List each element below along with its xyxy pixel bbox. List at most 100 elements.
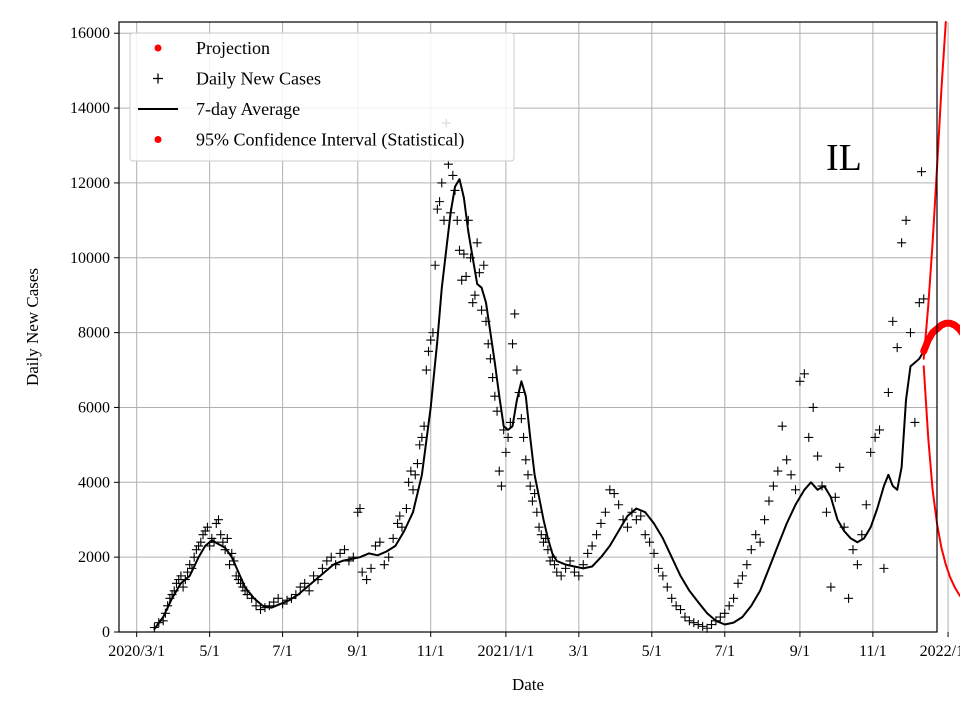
daily-case-point [503, 432, 513, 442]
daily-case-point [521, 455, 531, 465]
series-line-95-confidence-interval-statistical-lower [922, 365, 960, 598]
daily-case-point [905, 328, 915, 338]
daily-case-point [861, 500, 871, 510]
daily-case-point [773, 466, 783, 476]
y-tick-label: 4000 [78, 474, 110, 491]
daily-case-point [760, 515, 770, 525]
daily-case-point [574, 571, 584, 581]
daily-case-point [432, 204, 442, 214]
y-tick-label: 0 [102, 624, 110, 641]
daily-case-point [525, 481, 535, 491]
daily-case-point [463, 215, 473, 225]
legend-label: 7-day Average [196, 99, 300, 119]
daily-case-point [273, 593, 283, 603]
daily-case-point [225, 560, 235, 570]
daily-case-point [426, 335, 436, 345]
daily-case-point [914, 298, 924, 308]
daily-case-point [211, 518, 221, 528]
daily-case-point [649, 548, 659, 558]
legend: Projection Daily New Cases 7-day Average 95… [129, 32, 515, 162]
daily-case-point [737, 571, 747, 581]
daily-case-point [510, 309, 520, 319]
daily-case-point [804, 432, 814, 442]
daily-case-point [826, 582, 836, 592]
y-tick-label: 16000 [70, 25, 110, 42]
daily-case-point [892, 343, 902, 353]
x-axis-label: Date [512, 675, 544, 694]
daily-case-point [821, 507, 831, 517]
daily-case-point [527, 496, 537, 506]
daily-case-point [401, 504, 411, 514]
daily-case-point [326, 552, 336, 562]
daily-case-point [605, 485, 615, 495]
daily-case-point [516, 414, 526, 424]
daily-case-point [658, 571, 668, 581]
daily-case-point [492, 406, 502, 416]
daily-case-point [536, 530, 546, 540]
daily-case-point [501, 447, 511, 457]
daily-case-point [366, 563, 376, 573]
daily-case-point [194, 541, 204, 551]
daily-case-point [653, 563, 663, 573]
daily-case-point [198, 530, 208, 540]
daily-case-point [196, 537, 206, 547]
daily-case-point [428, 328, 438, 338]
daily-case-point [808, 402, 818, 412]
daily-case-point [600, 507, 610, 517]
legend-label: Projection [196, 38, 270, 58]
daily-case-point [213, 515, 223, 525]
daily-case-point [614, 500, 624, 510]
daily-case-point [461, 271, 471, 281]
daily-case-point [693, 620, 703, 630]
daily-case-point [512, 365, 522, 375]
daily-case-point [545, 556, 555, 566]
y-axis-label: Daily New Cases [23, 268, 42, 386]
x-tick-label: 7/1 [272, 643, 292, 660]
x-tick-label: 5/1 [642, 643, 662, 660]
daily-case-point [883, 387, 893, 397]
daily-case-point [393, 518, 403, 528]
y-tick-label: 10000 [70, 250, 110, 267]
daily-case-point [645, 537, 655, 547]
daily-case-point [295, 582, 305, 592]
y-tick-label: 6000 [78, 399, 110, 416]
daily-case-point [468, 298, 478, 308]
daily-case-point [459, 249, 469, 259]
daily-case-point [698, 621, 708, 631]
daily-case-point [452, 215, 462, 225]
daily-case-point [404, 477, 414, 487]
daily-case-point [370, 541, 380, 551]
y-tick-label: 12000 [70, 175, 110, 192]
daily-case-point [622, 522, 632, 532]
x-tick-label: 2021/1/1 [477, 643, 534, 660]
daily-case-point [178, 582, 188, 592]
daily-case-point [508, 339, 518, 349]
daily-case-point [494, 466, 504, 476]
daily-case-point [189, 552, 199, 562]
daily-case-point [795, 376, 805, 386]
x-tick-label: 3/1 [569, 643, 589, 660]
daily-case-point [569, 567, 579, 577]
daily-case-point [852, 560, 862, 570]
daily-case-point [715, 612, 725, 622]
daily-case-point [662, 582, 672, 592]
daily-case-point [848, 545, 858, 555]
daily-case-point [251, 601, 261, 611]
daily-case-point [830, 492, 840, 502]
daily-case-point [457, 275, 467, 285]
daily-case-point [384, 552, 394, 562]
daily-case-point [917, 167, 927, 177]
daily-case-point [729, 593, 739, 603]
daily-case-point [592, 530, 602, 540]
x-tick-label: 2020/3/1 [108, 643, 165, 660]
x-tick-label: 9/1 [348, 643, 368, 660]
daily-case-point [375, 537, 385, 547]
daily-case-point [419, 421, 429, 431]
daily-case-point [631, 515, 641, 525]
daily-case-point [857, 530, 867, 540]
daily-case-point [448, 170, 458, 180]
daily-case-point [640, 530, 650, 540]
daily-case-point [410, 470, 420, 480]
